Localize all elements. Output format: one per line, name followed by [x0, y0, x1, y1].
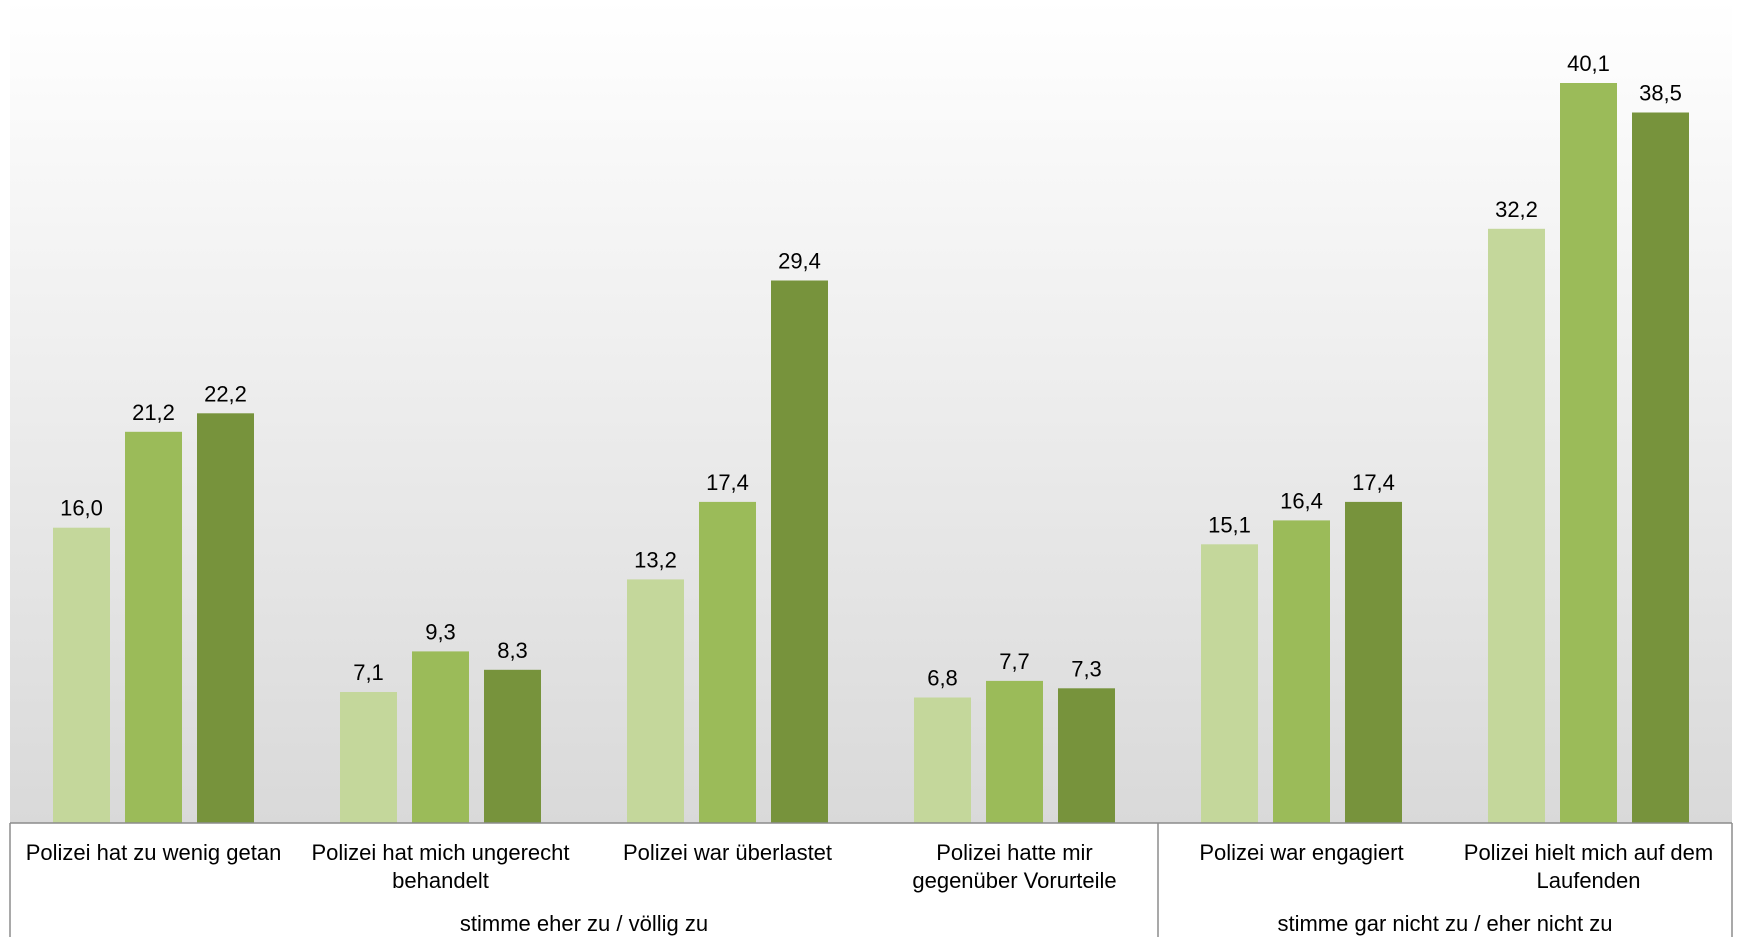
bar [1058, 688, 1115, 823]
bars-layer [53, 83, 1689, 824]
data-label: 16,4 [1280, 488, 1323, 513]
category-label: Polizei war engagiert [1199, 840, 1403, 865]
bar [125, 431, 182, 823]
bar [1488, 228, 1545, 824]
data-label: 7,3 [1071, 656, 1102, 681]
category-label: Polizei hielt mich auf dem Laufenden [1464, 840, 1713, 893]
data-label: 7,1 [353, 660, 384, 685]
data-label: 16,0 [60, 496, 103, 521]
bar [1345, 501, 1402, 823]
bar [699, 501, 756, 823]
category-axis: Polizei hat zu wenig getan Polizei hat mi… [9, 822, 1733, 937]
bar [986, 680, 1043, 823]
bar [1632, 112, 1689, 823]
data-label: 21,2 [132, 400, 175, 425]
data-label: 6,8 [927, 666, 958, 691]
bar [412, 651, 469, 823]
bar [627, 579, 684, 823]
plot-background [10, 0, 1732, 823]
category-label: Polizei hat mich ungerecht behandelt [311, 840, 569, 893]
data-label: 15,1 [1208, 512, 1251, 537]
bar [1201, 544, 1258, 823]
data-label: 17,4 [1352, 470, 1395, 495]
category-label: Polizei war überlastet [623, 840, 832, 865]
bar [914, 697, 971, 823]
bar [53, 527, 110, 823]
bar [340, 692, 397, 823]
data-label: 9,3 [425, 619, 456, 644]
group-label: stimme gar nicht zu / eher nicht zu [1277, 911, 1612, 936]
bar [197, 413, 254, 823]
group-label: stimme eher zu / völlig zu [460, 911, 708, 936]
data-label: 29,4 [778, 249, 821, 274]
data-label: 8,3 [497, 638, 528, 663]
data-label: 7,7 [999, 649, 1030, 674]
bar [484, 669, 541, 823]
value-labels-layer: 16,0 21,2 22,2 7,1 9,3 8,3 13,2 17,4 29,4 6,8 7,7 7… [60, 51, 1682, 691]
data-label: 32,2 [1495, 197, 1538, 222]
category-label: Polizei hatte mir gegenüber Vorurteile [912, 840, 1116, 893]
category-label: Polizei hat zu wenig getan [26, 840, 282, 865]
data-label: 38,5 [1639, 81, 1682, 106]
bar [1273, 520, 1330, 823]
data-label: 40,1 [1567, 51, 1610, 76]
bar [771, 280, 828, 823]
data-label: 22,2 [204, 381, 247, 406]
data-label: 13,2 [634, 547, 677, 572]
bar [1560, 83, 1617, 823]
data-label: 17,4 [706, 470, 749, 495]
